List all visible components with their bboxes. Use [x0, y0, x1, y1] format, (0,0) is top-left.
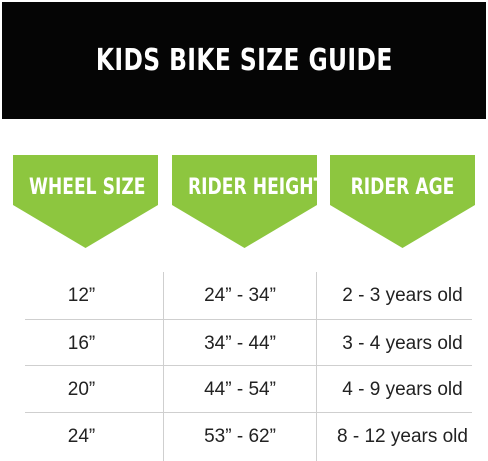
rider-age-cell: 8 - 12 years old: [337, 425, 468, 447]
title-banner: KIDS BIKE SIZE GUIDE: [2, 2, 486, 119]
rider-age-cell: 4 - 9 years old: [342, 378, 463, 400]
header-label: RIDER HEIGHT: [187, 175, 326, 200]
header-wheel-size: WHEEL SIZE: [13, 155, 158, 248]
rider-age-cell: 3 - 4 years old: [342, 332, 463, 354]
wheel-size-cell: 12”: [67, 284, 96, 306]
row-divider: [25, 412, 472, 413]
column-headers: WHEEL SIZE RIDER HEIGHT RIDER AGE: [0, 155, 488, 248]
header-rider-height: RIDER HEIGHT: [172, 155, 326, 248]
header-label: RIDER AGE: [350, 175, 455, 200]
page-title: KIDS BIKE SIZE GUIDE: [95, 43, 393, 78]
column-divider: [163, 272, 164, 461]
row-divider: [25, 365, 472, 366]
table-row: 16” 34” - 44” 3 - 4 years old: [0, 320, 488, 367]
rider-height-cell: 34” - 44”: [204, 332, 276, 354]
size-table: 12” 24” - 34” 2 - 3 years old 16” 34” - …: [0, 272, 488, 461]
table-row: 24” 53” - 62” 8 - 12 years old: [0, 413, 488, 460]
wheel-size-cell: 16”: [67, 332, 96, 354]
rider-age-cell: 2 - 3 years old: [342, 284, 463, 306]
green-arrow-banner: [13, 155, 158, 248]
rider-height-cell: 44” - 54”: [204, 378, 276, 400]
table-row: 20” 44” - 54” 4 - 9 years old: [0, 366, 488, 413]
column-divider: [316, 272, 317, 461]
green-arrow-banner: [172, 155, 317, 248]
rider-height-cell: 24” - 34”: [204, 284, 276, 306]
header-rider-age: RIDER AGE: [330, 155, 475, 248]
rider-height-cell: 53” - 62”: [204, 425, 276, 447]
green-arrow-banner: [330, 155, 475, 248]
table-row: 12” 24” - 34” 2 - 3 years old: [0, 272, 488, 319]
row-divider: [25, 319, 472, 320]
wheel-size-cell: 20”: [67, 378, 96, 400]
header-label: WHEEL SIZE: [28, 175, 146, 200]
wheel-size-cell: 24”: [67, 425, 96, 447]
